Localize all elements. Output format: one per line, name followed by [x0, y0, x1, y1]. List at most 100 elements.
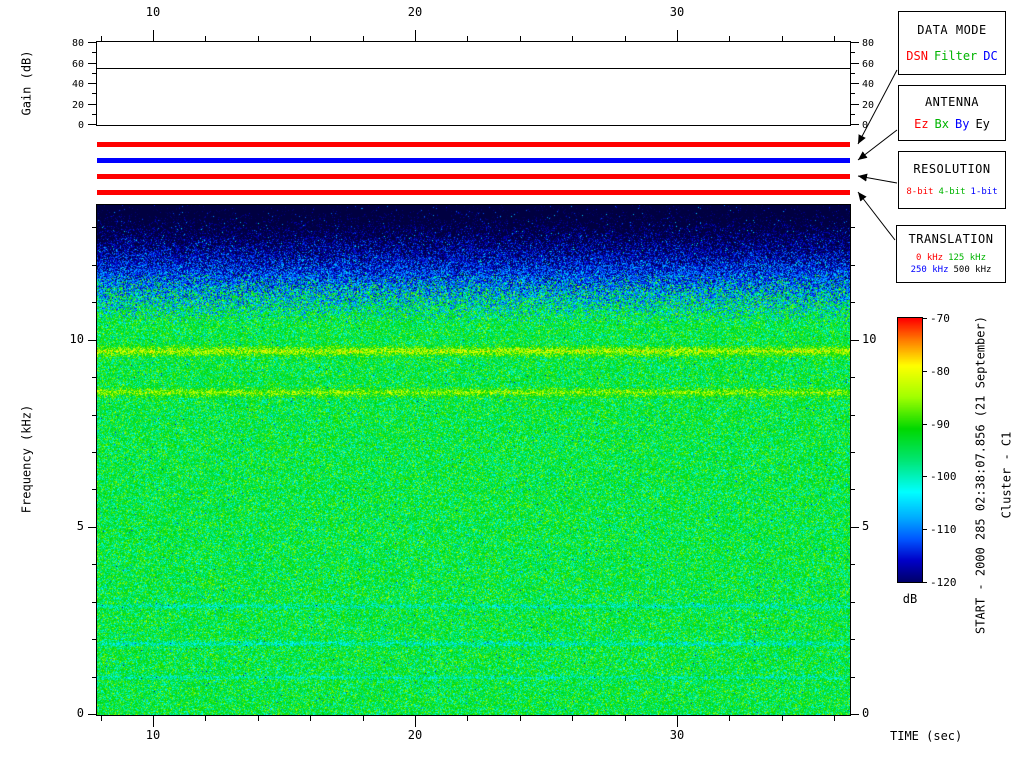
gain-axis-tick-label: 80	[862, 37, 894, 50]
frequency-axis-tick-label: 0	[862, 707, 896, 720]
legend-item-dc: DC	[983, 50, 997, 62]
legend-box-resolution: RESOLUTION 8-bit 4-bit 1-bit	[898, 151, 1006, 209]
frequency-axis-minor-tick	[92, 377, 96, 378]
gain-axis-tick	[88, 104, 96, 105]
data-mode-status-bar	[97, 142, 850, 147]
time-axis-title: TIME (sec)	[890, 730, 962, 743]
legend-item-filter: Filter	[934, 50, 977, 62]
legend-item-250-khz: 250 kHz	[911, 265, 949, 275]
top-axis-minor-tick	[363, 36, 364, 41]
frequency-axis-minor-tick	[851, 639, 855, 640]
frequency-axis-tick-label: 5	[50, 520, 84, 533]
frequency-axis-minor-tick	[851, 377, 855, 378]
frequency-axis-title: Frequency (kHz)	[21, 405, 34, 513]
top-axis-tick-label: 30	[662, 6, 692, 19]
gain-axis-tick-label: 0	[862, 119, 894, 132]
antenna-status-bar	[97, 158, 850, 163]
legend-items-translation: 0 kHz 125 kHz 250 kHz 500 kHz	[911, 253, 992, 275]
frequency-axis-minor-tick	[92, 677, 96, 678]
legend-item-1-bit: 1-bit	[971, 187, 998, 197]
time-axis-tick	[153, 716, 154, 727]
frequency-axis-minor-tick	[851, 415, 855, 416]
colorbar-tick	[923, 424, 927, 425]
time-axis-minor-tick	[467, 716, 468, 721]
legend-title-data-mode: DATA MODE	[917, 24, 987, 37]
colorbar-tick-label: -90	[930, 418, 970, 431]
top-axis-minor-tick	[625, 36, 626, 41]
colorbar-tick	[923, 529, 927, 530]
gain-axis-tick	[851, 63, 859, 64]
top-axis-tick	[153, 30, 154, 41]
time-axis-tick-label: 20	[400, 729, 430, 742]
legend-item-by: By	[955, 118, 969, 130]
spacecraft-label: Cluster - C1	[1001, 432, 1014, 519]
gain-axis-minor-tick	[851, 52, 855, 53]
legend-row: Ez Bx By Ey	[914, 118, 990, 130]
frequency-axis-tick-label: 10	[862, 333, 896, 346]
time-axis-minor-tick	[782, 716, 783, 721]
top-axis-minor-tick	[572, 36, 573, 41]
resolution-status-bar	[97, 174, 850, 179]
frequency-axis-minor-tick	[92, 302, 96, 303]
legend-item-ey: Ey	[975, 118, 989, 130]
gain-axis-tick-label: 0	[52, 119, 84, 132]
colorbar-tick-label: -70	[930, 312, 970, 325]
gain-axis-tick	[88, 124, 96, 125]
legend-items-resolution: 8-bit 4-bit 1-bit	[906, 187, 997, 197]
gain-axis-tick-label: 40	[862, 78, 894, 91]
top-axis-tick-label: 10	[138, 6, 168, 19]
gain-axis-tick	[851, 104, 859, 105]
frequency-axis-minor-tick	[92, 489, 96, 490]
colorbar-gradient	[898, 318, 922, 582]
time-axis-minor-tick	[520, 716, 521, 721]
frequency-axis-tick-label: 0	[50, 707, 84, 720]
top-axis-minor-tick	[205, 36, 206, 41]
time-axis-tick	[415, 716, 416, 727]
legend-item-8-bit: 8-bit	[906, 187, 933, 197]
frequency-axis-minor-tick	[92, 265, 96, 266]
time-axis-minor-tick	[572, 716, 573, 721]
frequency-axis-minor-tick	[851, 564, 855, 565]
translation-status-bar	[97, 190, 850, 195]
frequency-axis-minor-tick	[851, 602, 855, 603]
colorbar-unit-label: dB	[897, 593, 923, 606]
frequency-axis-minor-tick	[92, 415, 96, 416]
gain-axis-minor-tick	[92, 114, 96, 115]
top-axis-minor-tick	[834, 36, 835, 41]
gain-axis-minor-tick	[92, 73, 96, 74]
frequency-axis-tick-label: 10	[50, 333, 84, 346]
legend-item-ez: Ez	[914, 118, 928, 130]
colorbar-tick-label: -100	[930, 470, 970, 483]
frequency-axis-minor-tick	[851, 302, 855, 303]
gain-axis-tick-label: 20	[862, 99, 894, 112]
legend-item-0-khz: 0 kHz	[916, 253, 943, 263]
top-axis-minor-tick	[101, 36, 102, 41]
colorbar-tick	[923, 582, 927, 583]
legend-title-resolution: RESOLUTION	[913, 163, 990, 176]
frequency-axis-minor-tick	[92, 639, 96, 640]
time-axis-minor-tick	[834, 716, 835, 721]
start-time-label: START - 2000 285 02:38:07.856 (21 Septem…	[975, 316, 988, 634]
frequency-axis-minor-tick	[851, 677, 855, 678]
legend-item-dsn: DSN	[906, 50, 928, 62]
spectrogram-heatmap	[97, 205, 850, 715]
top-axis-minor-tick	[467, 36, 468, 41]
spectrogram-panel	[96, 204, 851, 716]
wbd-spectrogram-figure: Gain (dB) Frequency (kHz) TIME (sec) dB …	[0, 0, 1024, 768]
gain-trace-line	[97, 68, 850, 69]
frequency-axis-minor-tick	[92, 452, 96, 453]
legend-row: 250 kHz 500 kHz	[911, 265, 992, 275]
time-axis-tick	[677, 716, 678, 727]
gain-axis-tick-label: 60	[862, 58, 894, 71]
frequency-axis-tick	[88, 527, 96, 528]
top-axis-minor-tick	[258, 36, 259, 41]
time-axis-minor-tick	[625, 716, 626, 721]
top-axis-tick	[677, 30, 678, 41]
top-axis-minor-tick	[310, 36, 311, 41]
time-axis-minor-tick	[729, 716, 730, 721]
colorbar-tick-label: -110	[930, 523, 970, 536]
gain-axis-minor-tick	[92, 52, 96, 53]
top-axis-minor-tick	[729, 36, 730, 41]
colorbar-tick	[923, 371, 927, 372]
legend-item-500-khz: 500 kHz	[954, 265, 992, 275]
